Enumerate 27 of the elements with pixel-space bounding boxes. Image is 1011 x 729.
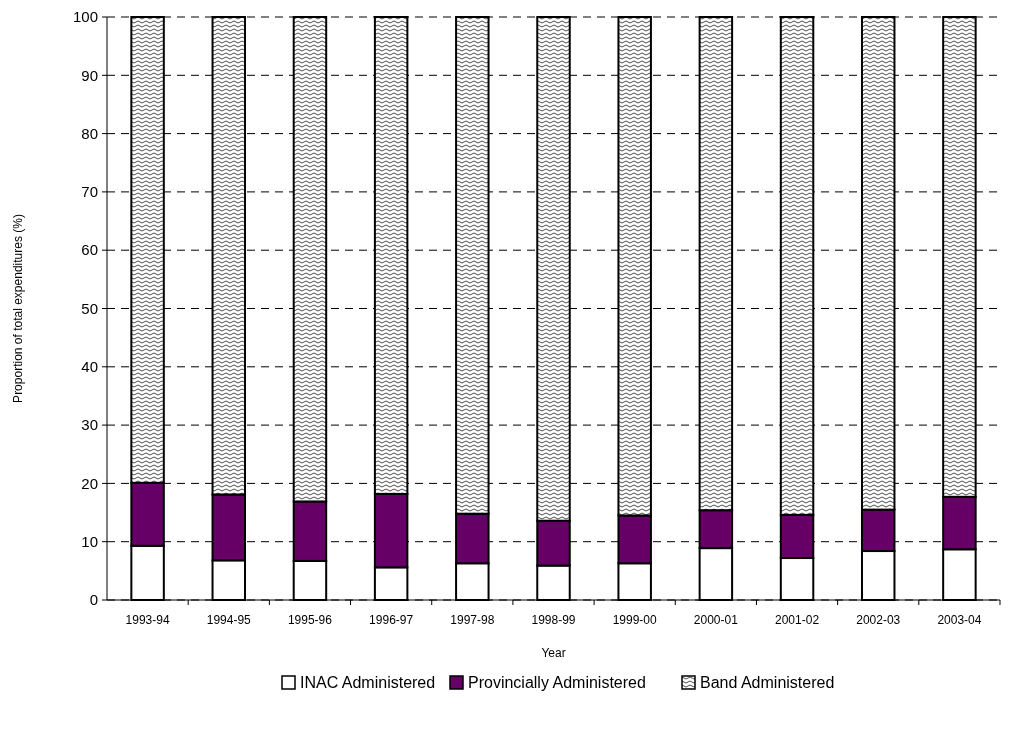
y-tick-label: 20 (81, 474, 98, 492)
y-tick-label: 90 (81, 66, 98, 84)
y-tick-label: 70 (81, 183, 98, 201)
y-tick-label: 50 (81, 299, 98, 317)
legend-label: Band Administered (700, 674, 835, 691)
y-tick-label: 0 (89, 591, 98, 609)
y-tick-label: 100 (72, 8, 98, 26)
x-tick-label: 2001-02 (775, 613, 820, 627)
x-tick-label: 1995-96 (287, 613, 333, 627)
x-tick-label: 1996-97 (369, 613, 414, 627)
x-tick-label: 2003-04 (937, 613, 982, 627)
x-tick-label: 1994-95 (206, 613, 252, 627)
x-tick-label: 2000-01 (693, 613, 739, 627)
y-tick-label: 60 (81, 241, 98, 259)
x-tick-label: 1997-98 (450, 613, 495, 627)
x-tick-label: 1998-99 (531, 613, 576, 627)
y-tick-label: 80 (81, 124, 98, 142)
x-tick-label: 2002-03 (856, 613, 901, 627)
x-tick-label: 1999-00 (612, 613, 658, 627)
y-axis-title: Proportion of total expenditures (%) (11, 214, 25, 403)
y-tick-label: 30 (81, 416, 98, 434)
x-axis-title: Year (541, 646, 566, 660)
y-tick-label: 10 (81, 532, 98, 550)
legend-label: Provincially Administered (468, 674, 646, 691)
legend-label: INAC Administered (300, 674, 436, 691)
x-tick-label: 1993-94 (125, 613, 170, 627)
y-tick-label: 40 (81, 358, 98, 376)
